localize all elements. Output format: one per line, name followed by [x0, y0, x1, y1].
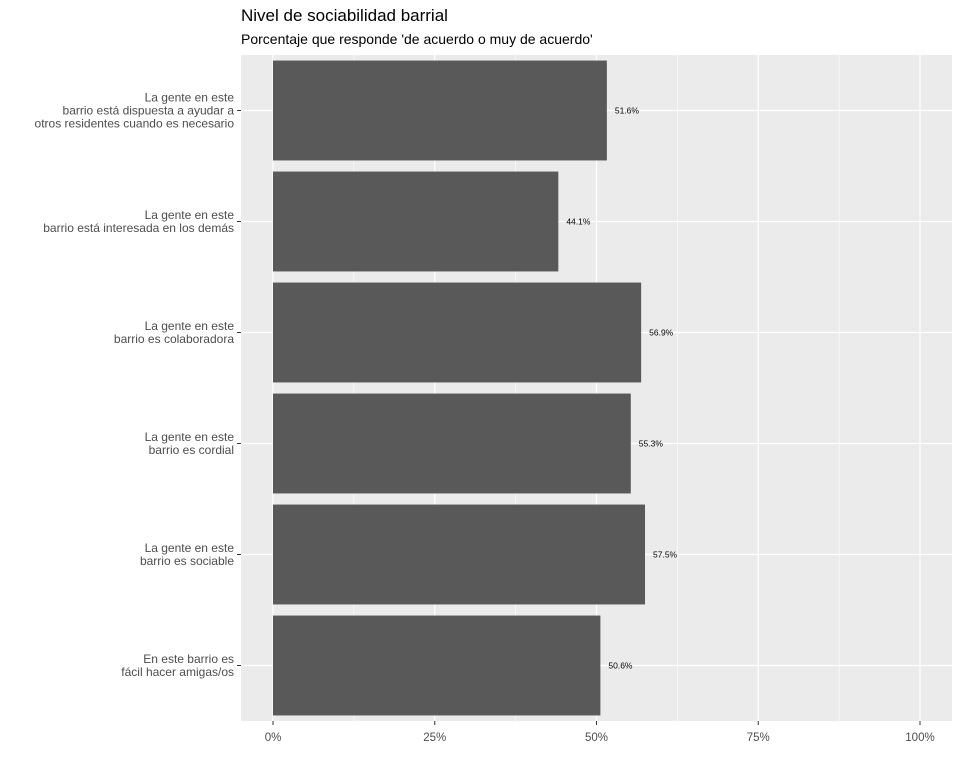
y-axis: La gente en este barrio está dispuesta a …	[35, 91, 241, 679]
bar	[273, 504, 646, 605]
chart-title: Nivel de sociabilidad barrial	[241, 6, 448, 25]
y-tick-label: La gente en este barrio es colaboradora	[114, 319, 234, 346]
x-tick-label: 25%	[423, 732, 446, 744]
y-tick-label: La gente en este barrio es sociable	[140, 541, 234, 568]
chart-subtitle: Porcentaje que responde 'de acuerdo o mu…	[241, 31, 593, 47]
data-label: 55.3%	[639, 439, 664, 449]
minor-gridlines	[353, 55, 840, 721]
data-label: 56.9%	[649, 328, 674, 338]
data-label: 51.6%	[615, 106, 640, 116]
bar	[273, 393, 631, 494]
data-labels-group: 51.6% 44.1% 56.9% 55.3% 57.5% 50.6%	[566, 106, 677, 671]
data-label: 57.5%	[653, 550, 678, 560]
x-axis: 0% 25% 50% 75% 100%	[265, 721, 935, 744]
bars-group	[273, 60, 646, 716]
y-tick-label: La gente en este barrio está interesada e…	[43, 208, 234, 235]
y-tick-label: La gente en este barrio es cordial	[145, 430, 235, 457]
x-tick-label: 100%	[905, 732, 934, 744]
data-label: 50.6%	[608, 661, 633, 671]
bar	[273, 282, 642, 383]
bar	[273, 171, 559, 272]
data-label: 44.1%	[566, 217, 591, 227]
x-tick-label: 75%	[747, 732, 770, 744]
x-tick-label: 50%	[585, 732, 608, 744]
y-tick-label: En este barrio es fácil hacer amigas/os	[121, 652, 234, 679]
bar	[273, 60, 607, 161]
x-tick-label: 0%	[265, 732, 282, 744]
bar	[273, 615, 601, 716]
y-tick-label: La gente en este barrio está dispuesta a …	[35, 91, 235, 131]
